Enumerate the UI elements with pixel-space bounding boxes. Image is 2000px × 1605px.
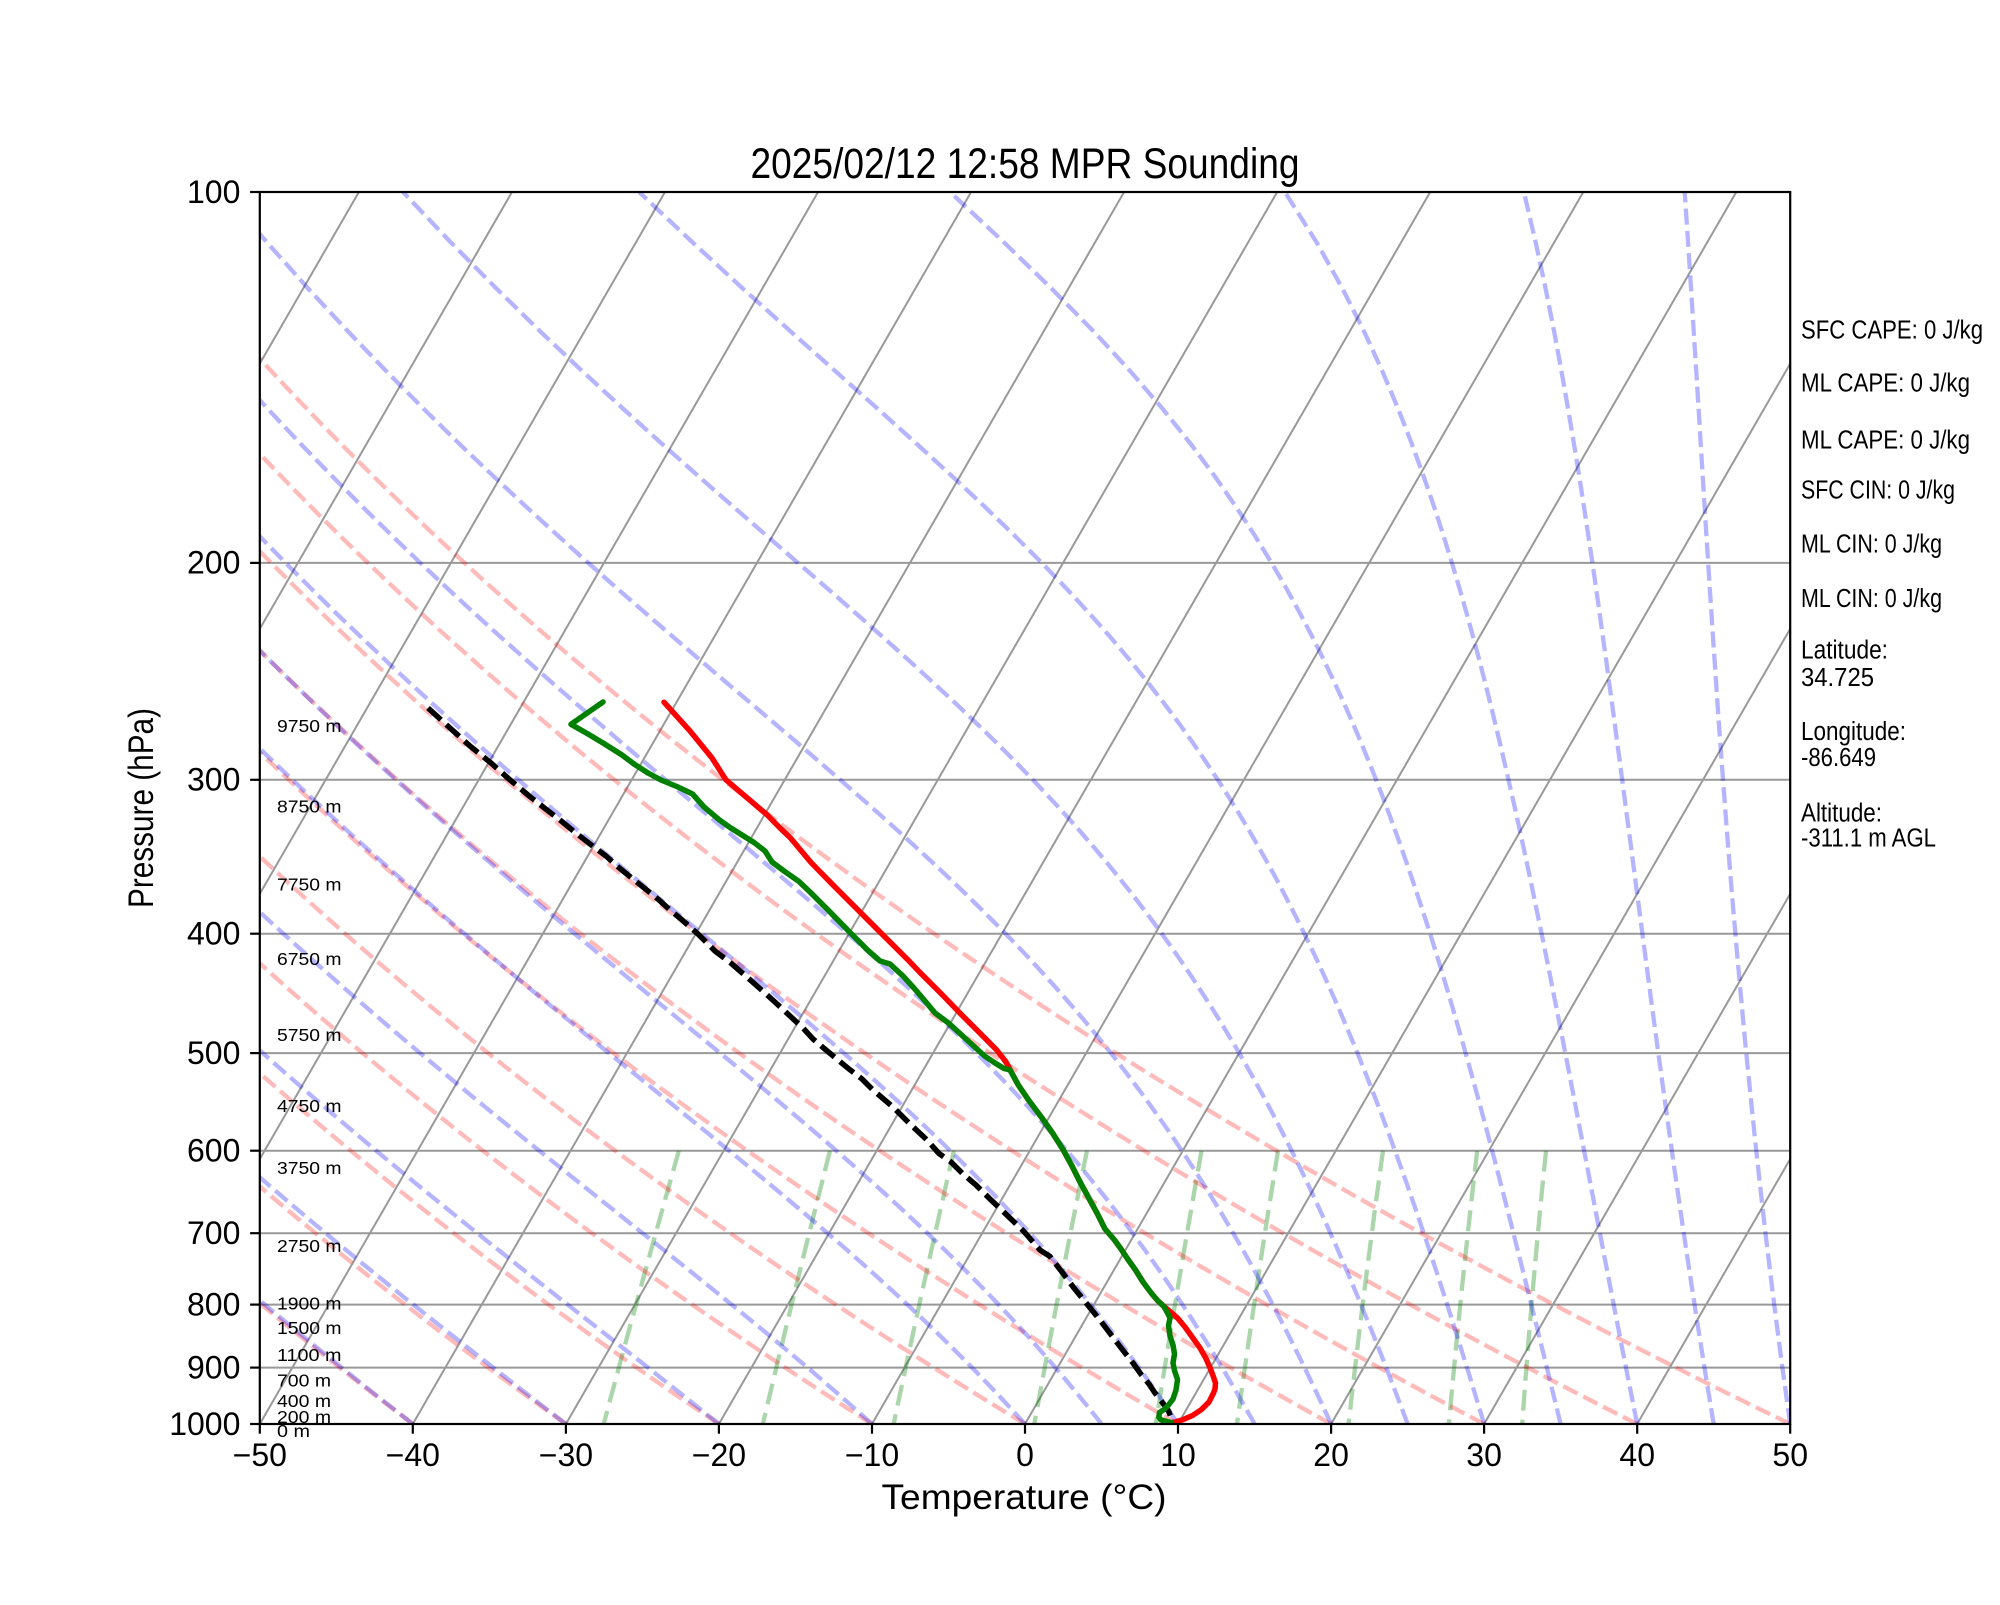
svg-text:200: 200 <box>187 545 240 581</box>
svg-text:−30: −30 <box>539 1437 593 1473</box>
svg-text:ML CAPE: 0 J/kg: ML CAPE: 0 J/kg <box>1801 427 1970 455</box>
svg-text:700: 700 <box>187 1215 240 1251</box>
svg-text:ML CAPE: 0 J/kg: ML CAPE: 0 J/kg <box>1801 370 1970 398</box>
svg-text:40: 40 <box>1619 1437 1655 1473</box>
svg-text:−20: −20 <box>692 1437 746 1473</box>
svg-text:500: 500 <box>187 1035 240 1071</box>
svg-text:Temperature (°C): Temperature (°C) <box>882 1478 1167 1517</box>
svg-text:100: 100 <box>187 174 240 210</box>
svg-text:1500 m: 1500 m <box>277 1318 342 1338</box>
svg-text:Altitude:: Altitude: <box>1801 800 1882 828</box>
svg-text:2025/02/12 12:58 MPR Sounding: 2025/02/12 12:58 MPR Sounding <box>751 140 1300 188</box>
svg-text:9750 m: 9750 m <box>277 716 342 736</box>
svg-text:800: 800 <box>187 1286 240 1322</box>
svg-text:5750 m: 5750 m <box>277 1025 342 1045</box>
svg-text:400: 400 <box>187 916 240 952</box>
svg-text:7750 m: 7750 m <box>277 875 342 895</box>
svg-text:−40: −40 <box>386 1437 440 1473</box>
svg-text:−10: −10 <box>845 1437 899 1473</box>
svg-text:700 m: 700 m <box>277 1371 331 1391</box>
svg-text:300: 300 <box>187 762 240 798</box>
svg-text:1000: 1000 <box>169 1406 240 1442</box>
svg-text:34.725: 34.725 <box>1801 664 1874 692</box>
svg-text:ML CIN: 0 J/kg: ML CIN: 0 J/kg <box>1801 585 1942 613</box>
svg-text:30: 30 <box>1466 1437 1502 1473</box>
svg-text:0 m: 0 m <box>277 1421 310 1441</box>
svg-text:2750 m: 2750 m <box>277 1236 342 1256</box>
svg-text:-86.649: -86.649 <box>1801 744 1876 772</box>
svg-text:200 m: 200 m <box>277 1407 331 1427</box>
svg-text:900: 900 <box>187 1349 240 1385</box>
svg-text:Latitude:: Latitude: <box>1801 636 1888 664</box>
svg-text:6750 m: 6750 m <box>277 949 342 969</box>
svg-text:10: 10 <box>1160 1437 1196 1473</box>
svg-text:600: 600 <box>187 1133 240 1169</box>
svg-text:ML CIN: 0 J/kg: ML CIN: 0 J/kg <box>1801 531 1942 559</box>
svg-text:Pressure (hPa): Pressure (hPa) <box>122 708 161 908</box>
svg-text:8750 m: 8750 m <box>277 797 342 817</box>
svg-text:−50: −50 <box>233 1437 287 1473</box>
svg-text:0: 0 <box>1016 1437 1034 1473</box>
svg-text:50: 50 <box>1772 1437 1808 1473</box>
svg-text:1100 m: 1100 m <box>277 1345 342 1365</box>
svg-text:4750 m: 4750 m <box>277 1096 342 1116</box>
svg-text:Longitude:: Longitude: <box>1801 718 1906 746</box>
svg-text:SFC CIN: 0 J/kg: SFC CIN: 0 J/kg <box>1801 476 1955 504</box>
svg-text:SFC CAPE: 0 J/kg: SFC CAPE: 0 J/kg <box>1801 316 1983 344</box>
svg-text:3750 m: 3750 m <box>277 1158 342 1178</box>
svg-text:1900 m: 1900 m <box>277 1294 342 1314</box>
svg-text:-311.1 m AGL: -311.1 m AGL <box>1801 825 1936 853</box>
svg-text:20: 20 <box>1313 1437 1349 1473</box>
svg-text:400 m: 400 m <box>277 1391 331 1411</box>
